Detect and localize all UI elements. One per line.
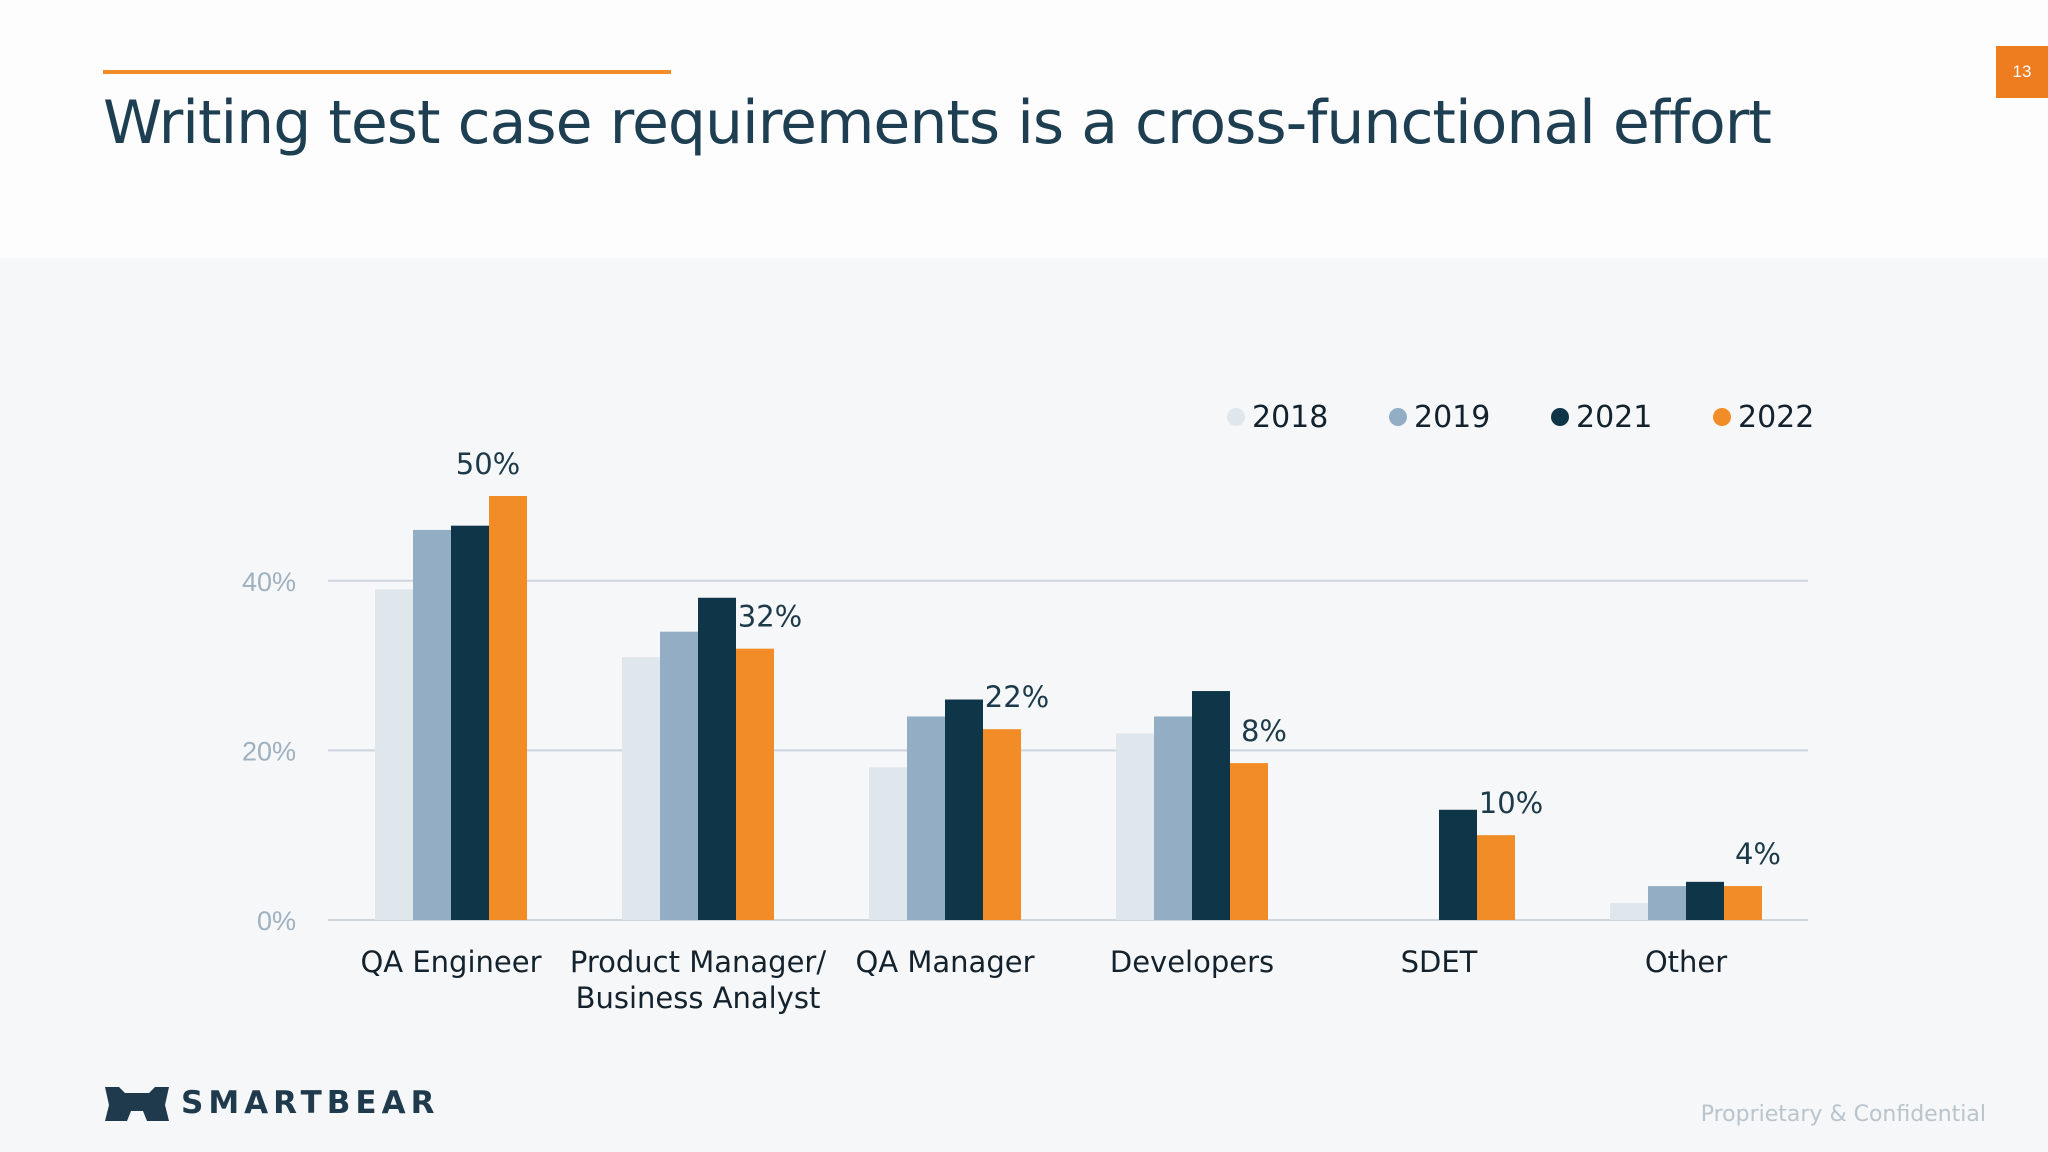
category-label: SDET: [1401, 945, 1478, 979]
bar-2022-4: [1477, 835, 1515, 920]
data-label: 4%: [1735, 837, 1781, 871]
bar-2019-1: [660, 631, 698, 920]
bear-logo-icon: [105, 1087, 169, 1121]
bar-2021-0: [451, 525, 489, 920]
category-label: Product Manager/: [570, 945, 826, 979]
bar-2021-1: [698, 597, 736, 920]
accent-line: [103, 70, 671, 74]
legend-marker-2019: [1389, 408, 1407, 426]
bar-2018-3: [1116, 733, 1154, 920]
legend-label-2018: 2018: [1252, 400, 1328, 435]
data-label: 50%: [456, 447, 520, 481]
slide-header: Writing test case requirements is a cros…: [0, 0, 2048, 258]
bar-2019-5: [1648, 886, 1686, 920]
slide-title: Writing test case requirements is a cros…: [103, 88, 1772, 158]
category-label: QA Engineer: [360, 945, 541, 979]
y-tick-label: 40%: [242, 567, 296, 597]
category-label: QA Manager: [856, 945, 1035, 979]
bar-chart: 0% 20% 40% 50% QA Engineer 32% Product Manager…: [242, 400, 1814, 1015]
smartbear-logo: SMARTBEAR: [103, 1083, 439, 1123]
data-label: 32%: [738, 600, 802, 634]
legend-label-2021: 2021: [1576, 400, 1652, 435]
category-label: Business Analyst: [576, 981, 821, 1015]
bar-2018-2: [869, 767, 907, 920]
bar-2021-2: [945, 699, 983, 920]
bar-2019-2: [907, 716, 945, 920]
category-label: Other: [1645, 945, 1727, 979]
bar-2018-0: [375, 589, 413, 920]
chart-panel: 0% 20% 40% 50% QA Engineer 32% Product Manager…: [0, 258, 2048, 1152]
legend-marker-2022: [1713, 408, 1731, 426]
bar-2021-3: [1192, 691, 1230, 920]
bar-2021-5: [1686, 881, 1724, 920]
data-label: 8%: [1241, 714, 1287, 748]
y-tick-label: 0%: [257, 906, 296, 936]
bar-2022-2: [983, 729, 1021, 920]
bar-2019-0: [413, 529, 451, 920]
bar-2021-4: [1439, 809, 1477, 920]
data-label: 22%: [985, 680, 1049, 714]
page-number-badge: 13: [1996, 46, 2048, 98]
bar-2018-5: [1610, 903, 1648, 920]
bar-2018-1: [622, 657, 660, 920]
legend-label-2022: 2022: [1738, 400, 1814, 435]
bar-2022-5: [1724, 886, 1762, 920]
bar-2019-3: [1154, 716, 1192, 920]
y-tick-label: 20%: [242, 736, 296, 766]
bar-2022-3: [1230, 763, 1268, 920]
bar-2022-0: [489, 496, 527, 920]
legend-marker-2021: [1551, 408, 1569, 426]
bar-2022-1: [736, 648, 774, 920]
legend-marker-2018: [1227, 408, 1245, 426]
confidential-notice: Proprietary & Confidential: [1700, 1102, 1986, 1127]
data-label: 10%: [1479, 786, 1543, 820]
category-label: Developers: [1110, 945, 1274, 979]
logo-text: SMARTBEAR: [181, 1085, 440, 1121]
legend-label-2019: 2019: [1414, 400, 1490, 435]
